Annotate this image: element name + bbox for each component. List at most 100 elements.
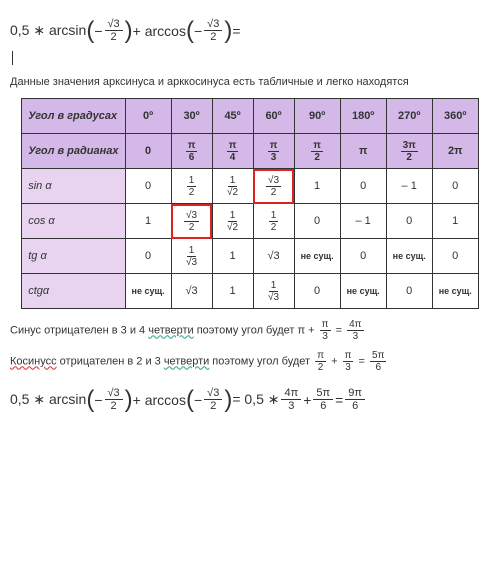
cell-value: 0 xyxy=(145,145,151,157)
frac: π3 xyxy=(343,350,354,373)
frac: π2 xyxy=(315,350,326,373)
equals: = xyxy=(336,324,345,336)
table-cell: √32 xyxy=(253,169,294,204)
cell-frac: π6 xyxy=(186,140,198,163)
cell-value: √3 xyxy=(268,250,280,262)
frac-arg2: √3 2 xyxy=(204,18,222,43)
table-cell: 1 xyxy=(125,204,171,239)
cell-frac: π4 xyxy=(227,140,239,163)
lparen: ( xyxy=(186,19,194,43)
rparen: ) xyxy=(224,388,232,412)
rad-cell: 0 xyxy=(125,134,171,169)
table-row: ctgαне сущ.√311√30не сущ.0не сущ. xyxy=(22,274,479,309)
table-cell: 1√3 xyxy=(171,239,212,274)
table-cell: не сущ. xyxy=(294,239,340,274)
formula-text: = 0,5 ∗ xyxy=(232,391,279,408)
cell-value: 0 xyxy=(406,215,412,227)
text: отрицателен в 2 и 3 xyxy=(57,355,164,367)
header-label: Угол в градусах xyxy=(22,99,125,134)
cursor-marker xyxy=(10,51,490,68)
rparen: ) xyxy=(125,19,133,43)
table-cell: 0 xyxy=(294,204,340,239)
cell-value: 0 xyxy=(406,285,412,297)
table-cell: – 1 xyxy=(340,204,386,239)
table-cell: 1 xyxy=(294,169,340,204)
cell-frac: 3π2 xyxy=(401,140,418,163)
table-cell: 0 xyxy=(432,169,478,204)
rad-cell: π4 xyxy=(212,134,253,169)
cell-value: 0 xyxy=(145,250,151,262)
table-cell: √3 xyxy=(253,239,294,274)
cell-value: 0 xyxy=(360,180,366,192)
row-label: tg α xyxy=(22,239,125,274)
plus: + xyxy=(331,355,340,367)
text: Синус отрицателен в 3 и 4 xyxy=(10,324,148,336)
text: поэтому угол будет xyxy=(194,324,298,336)
frac: 5π6 xyxy=(370,350,386,373)
frac-arg1: √3 2 xyxy=(105,18,123,43)
pi-plus: π + xyxy=(298,324,318,336)
cell-value: π xyxy=(359,145,367,157)
formula-1: 0,5 ∗ arcsin ( − √3 2 ) + arccos ( − √3 … xyxy=(10,18,490,43)
cell-frac: 1√2 xyxy=(225,210,240,233)
table-cell: √3 xyxy=(171,274,212,309)
cell-frac: 1√3 xyxy=(266,280,281,303)
frac: √3 2 xyxy=(105,387,123,412)
cell-value: 1 xyxy=(230,285,236,297)
table-cell: 0 xyxy=(294,274,340,309)
frac: √3 2 xyxy=(204,387,222,412)
table-row: tg α01√31√3не сущ.0не сущ.0 xyxy=(22,239,479,274)
rad-cell: π xyxy=(340,134,386,169)
table-cell: 0 xyxy=(432,239,478,274)
cell-frac: 12 xyxy=(269,210,279,233)
frac: 5π 6 xyxy=(313,387,333,412)
row-label: ctgα xyxy=(22,274,125,309)
rad-cell: π6 xyxy=(171,134,212,169)
equals: = xyxy=(335,392,343,408)
table-cell: 1√2 xyxy=(212,204,253,239)
cell-value: 0 xyxy=(452,250,458,262)
header-degree: 270º xyxy=(386,99,432,134)
table-cell: 0 xyxy=(125,169,171,204)
header-degree: 360º xyxy=(432,99,478,134)
row-label: sin α xyxy=(22,169,125,204)
table-cell: не сущ. xyxy=(340,274,386,309)
formula-text: + arccos xyxy=(133,23,186,39)
table-header-row: Угол в градусах0º30º45º60º90º180º270º360… xyxy=(22,99,479,134)
header-degree: 45º xyxy=(212,99,253,134)
cell-value: – 1 xyxy=(402,180,417,192)
frac: 9π 6 xyxy=(345,387,365,412)
cell-value: 0 xyxy=(145,180,151,192)
header-degree: 30º xyxy=(171,99,212,134)
cell-value: не сущ. xyxy=(301,251,334,261)
cell-value: 0 xyxy=(314,285,320,297)
table-cell: 0 xyxy=(386,274,432,309)
cell-value: √3 xyxy=(186,285,198,297)
formula-text: = xyxy=(232,23,240,39)
table-cell: 1 xyxy=(212,239,253,274)
cell-value: 1 xyxy=(145,215,151,227)
header-degree: 0º xyxy=(125,99,171,134)
formula-2: 0,5 ∗ arcsin ( − √3 2 ) + arccos ( − √3 … xyxy=(10,387,490,412)
table-cell: 0 xyxy=(386,204,432,239)
rad-cell: π2 xyxy=(294,134,340,169)
rad-cell: 2π xyxy=(432,134,478,169)
table-cell: 12 xyxy=(171,169,212,204)
cell-value: 0 xyxy=(452,180,458,192)
cell-frac: π2 xyxy=(311,140,323,163)
minus: − xyxy=(194,23,202,39)
cell-value: 1 xyxy=(452,215,458,227)
cell-frac: 1√2 xyxy=(225,175,240,198)
cell-value: не сущ. xyxy=(393,251,426,261)
row-label: cos α xyxy=(22,204,125,239)
wavy-word: четверти xyxy=(148,324,193,336)
cell-value: не сущ. xyxy=(439,286,472,296)
wavy-word: четверти xyxy=(164,355,209,367)
formula-text: 0,5 ∗ arcsin xyxy=(10,391,86,408)
minus: − xyxy=(194,392,202,408)
rad-row-label: Угол в радианах xyxy=(22,134,125,169)
table-row: cos α1√321√2120– 101 xyxy=(22,204,479,239)
cell-value: не сущ. xyxy=(347,286,380,296)
frac: π3 xyxy=(320,319,331,342)
text: поэтому угол будет xyxy=(209,355,313,367)
